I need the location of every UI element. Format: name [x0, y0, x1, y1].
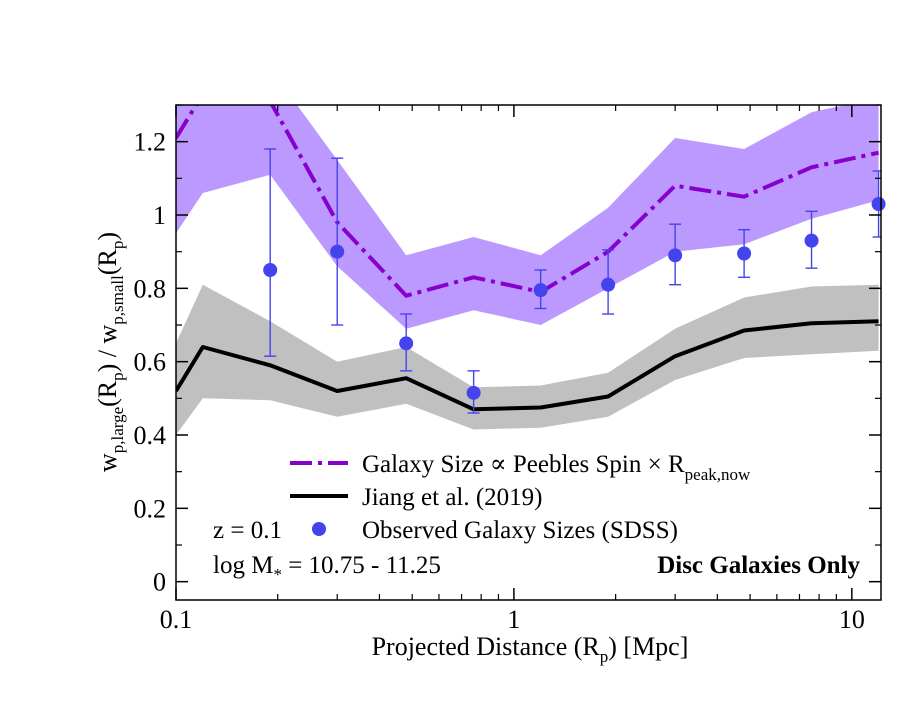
data-point	[466, 385, 481, 400]
redshift-note: z = 0.1	[213, 517, 282, 544]
data-point	[399, 336, 414, 351]
series-0-line	[176, 105, 880, 298]
y-tick-label: 0	[153, 568, 166, 597]
y-tick-label: 0.8	[134, 274, 167, 303]
legend-label-jiang: Jiang et al. (2019)	[362, 484, 543, 511]
data-point	[330, 244, 345, 259]
series-1-line	[176, 319, 879, 412]
data-point	[871, 197, 886, 211]
sdss-point-3	[466, 370, 481, 414]
legend-marker-sdss	[312, 522, 326, 536]
legend-label-peebles: Galaxy Size ∝ Peebles Spin × Rpeak,now	[362, 451, 751, 484]
axis-ticks	[175, 104, 881, 600]
data-point	[533, 283, 548, 298]
sdss-point-8	[804, 210, 819, 269]
legend: Galaxy Size ∝ Peebles Spin × Rpeak,now J…	[290, 451, 751, 544]
x-tick-label: 0.1	[160, 605, 193, 634]
stellar-mass-note: log M* = 10.75 - 11.25	[213, 552, 441, 584]
data-point	[737, 246, 752, 261]
y-tick-label: 0.4	[134, 421, 167, 450]
data-point	[668, 248, 683, 263]
series-1-band	[176, 284, 879, 435]
plot-frame	[175, 104, 882, 601]
legend-label-sdss: Observed Galaxy Sizes (SDSS)	[362, 517, 678, 544]
sdss-point-7	[737, 228, 752, 279]
tick-labels: 0 0.2 0.4 0.6 0.8 1 1.2 0.1 1 10	[134, 128, 865, 634]
sdss-point-0	[263, 148, 278, 357]
sdss-point-4	[533, 269, 548, 310]
y-tick-label: 1	[153, 201, 166, 230]
sdss-point-5	[601, 249, 616, 315]
y-tick-label: 1.2	[134, 128, 167, 157]
y-axis-title: wp,large(Rp) / wp,small(Rp)	[93, 232, 127, 472]
data-point	[804, 233, 819, 248]
sdss-point-1	[330, 157, 345, 326]
x-axis-title: Projected Distance (Rp) [Mpc]	[372, 632, 689, 666]
series-0-band	[176, 105, 879, 329]
error-bars	[263, 148, 886, 414]
sample-note: Disc Galaxies Only	[657, 552, 860, 579]
data-point	[263, 263, 278, 277]
plot-area	[176, 105, 880, 435]
sdss-point-9	[871, 170, 886, 238]
sdss-point-2	[399, 313, 414, 372]
x-tick-label: 1	[507, 605, 520, 634]
y-tick-label: 0.2	[134, 494, 167, 523]
x-tick-label: 10	[839, 605, 865, 634]
sdss-point-6	[668, 223, 683, 286]
y-tick-label: 0.6	[134, 348, 167, 377]
data-point	[601, 277, 616, 292]
